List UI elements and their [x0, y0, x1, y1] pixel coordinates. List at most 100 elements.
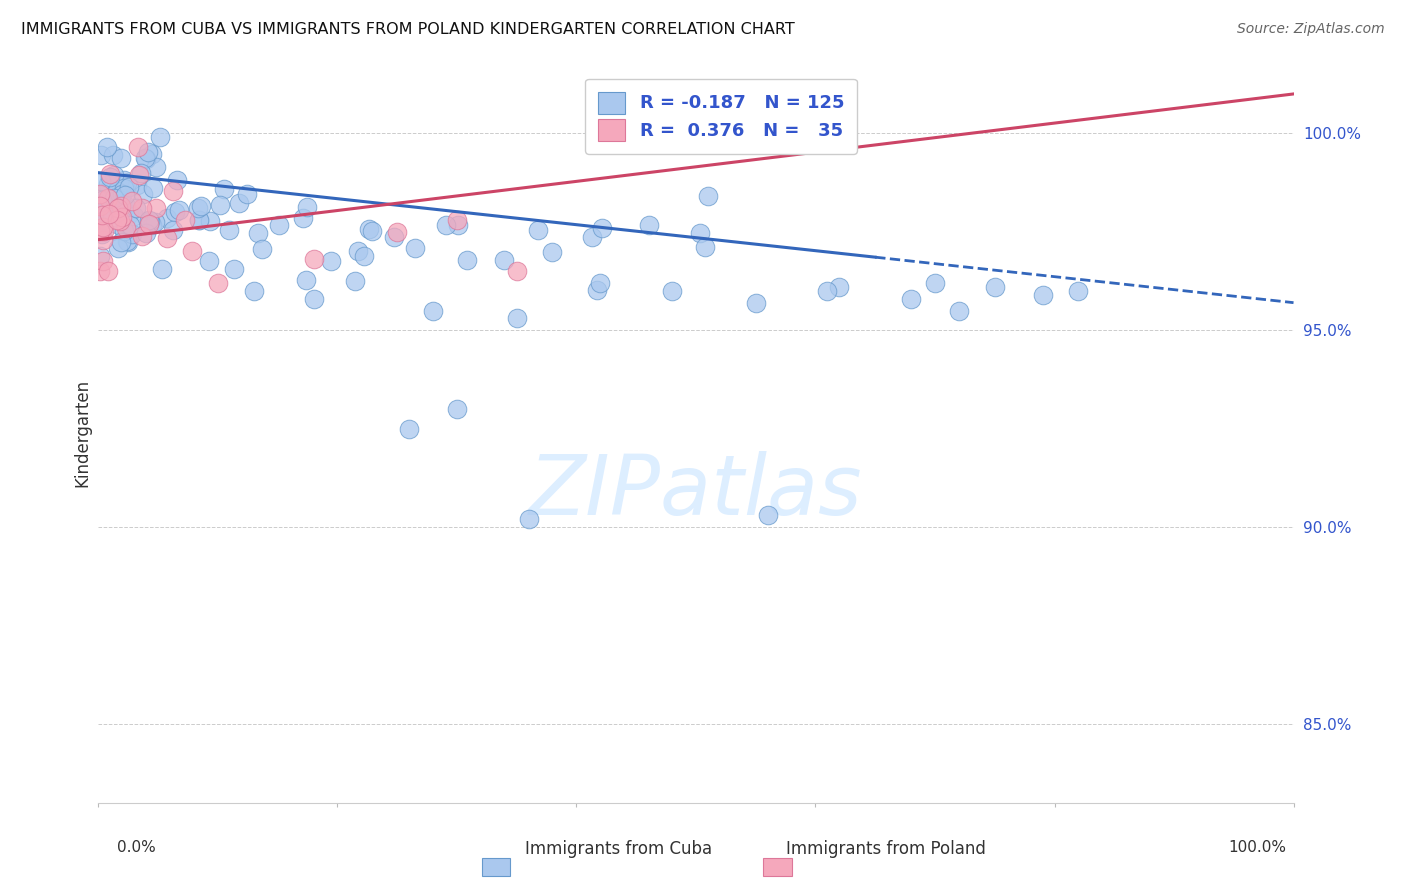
Point — [343, 274, 366, 288]
Point — [150, 261, 173, 276]
Point — [661, 284, 683, 298]
Point — [155, 211, 177, 226]
Point — [97, 264, 120, 278]
Point — [107, 202, 129, 216]
Point — [96, 190, 118, 204]
Point — [91, 220, 114, 235]
Point — [139, 213, 162, 227]
Point — [145, 160, 167, 174]
Point — [97, 178, 120, 192]
Point — [385, 225, 409, 239]
Point — [134, 151, 156, 165]
Point — [118, 218, 141, 232]
Point — [143, 215, 166, 229]
Point — [121, 227, 143, 241]
Point — [110, 151, 132, 165]
Point — [207, 276, 229, 290]
Legend: R = -0.187   N = 125, R =  0.376   N =   35: R = -0.187 N = 125, R = 0.376 N = 35 — [585, 78, 856, 153]
Point — [247, 227, 270, 241]
Point — [115, 176, 138, 190]
Point — [200, 214, 222, 228]
Point — [89, 187, 111, 202]
Point — [131, 229, 153, 244]
Text: 0.0%: 0.0% — [117, 840, 156, 855]
Point — [745, 295, 768, 310]
Point — [581, 230, 603, 244]
Point — [321, 254, 343, 268]
Point — [91, 208, 114, 222]
Point — [506, 264, 529, 278]
Point — [188, 213, 211, 227]
Point — [1032, 287, 1054, 301]
Point — [222, 262, 245, 277]
Point — [163, 205, 186, 219]
Point — [361, 224, 384, 238]
Point — [93, 224, 115, 238]
Point — [347, 244, 370, 258]
Point — [105, 184, 128, 198]
Text: ZIPatlas: ZIPatlas — [529, 451, 863, 533]
Point — [93, 233, 115, 247]
Point — [122, 209, 145, 223]
Point — [101, 210, 124, 224]
Point — [181, 244, 204, 258]
Point — [128, 169, 150, 183]
Point — [167, 202, 190, 217]
Point — [218, 223, 240, 237]
Point — [173, 212, 195, 227]
Point — [236, 187, 259, 202]
Point — [156, 231, 179, 245]
Point — [756, 508, 779, 523]
Point — [98, 167, 121, 181]
Point — [541, 245, 564, 260]
Point — [924, 276, 946, 290]
Point — [89, 224, 111, 238]
Point — [186, 202, 208, 216]
Point — [132, 186, 155, 201]
Point — [142, 181, 165, 195]
Point — [90, 148, 112, 162]
Point — [295, 272, 318, 286]
Point — [98, 181, 121, 195]
Point — [121, 194, 143, 208]
Point — [359, 222, 381, 236]
Point — [446, 213, 468, 227]
Point — [591, 220, 613, 235]
Point — [90, 227, 112, 241]
Point — [689, 227, 711, 241]
Point — [110, 205, 132, 219]
Point — [96, 140, 118, 154]
Point — [212, 181, 235, 195]
Point — [447, 218, 470, 232]
Point — [97, 207, 120, 221]
Point — [446, 402, 468, 417]
Point — [586, 283, 609, 297]
Point — [91, 254, 114, 268]
Point — [136, 145, 159, 159]
Point — [107, 217, 129, 231]
Point — [103, 168, 125, 182]
Point — [89, 199, 111, 213]
Point — [100, 204, 122, 219]
Point — [243, 284, 266, 298]
Point — [948, 303, 970, 318]
Point — [145, 202, 167, 216]
Point — [120, 226, 142, 240]
Point — [382, 229, 405, 244]
Point — [117, 235, 139, 249]
Point — [828, 280, 851, 294]
Point — [900, 292, 922, 306]
Point — [115, 220, 138, 235]
Point — [111, 186, 134, 201]
Point — [696, 189, 718, 203]
Point — [107, 241, 129, 255]
Point — [141, 146, 163, 161]
Point — [208, 198, 231, 212]
Point — [162, 185, 184, 199]
Point — [90, 173, 112, 187]
Point — [129, 165, 152, 179]
Point — [114, 187, 136, 202]
Text: 100.0%: 100.0% — [1229, 840, 1286, 855]
Point — [695, 240, 717, 254]
Point — [114, 199, 136, 213]
